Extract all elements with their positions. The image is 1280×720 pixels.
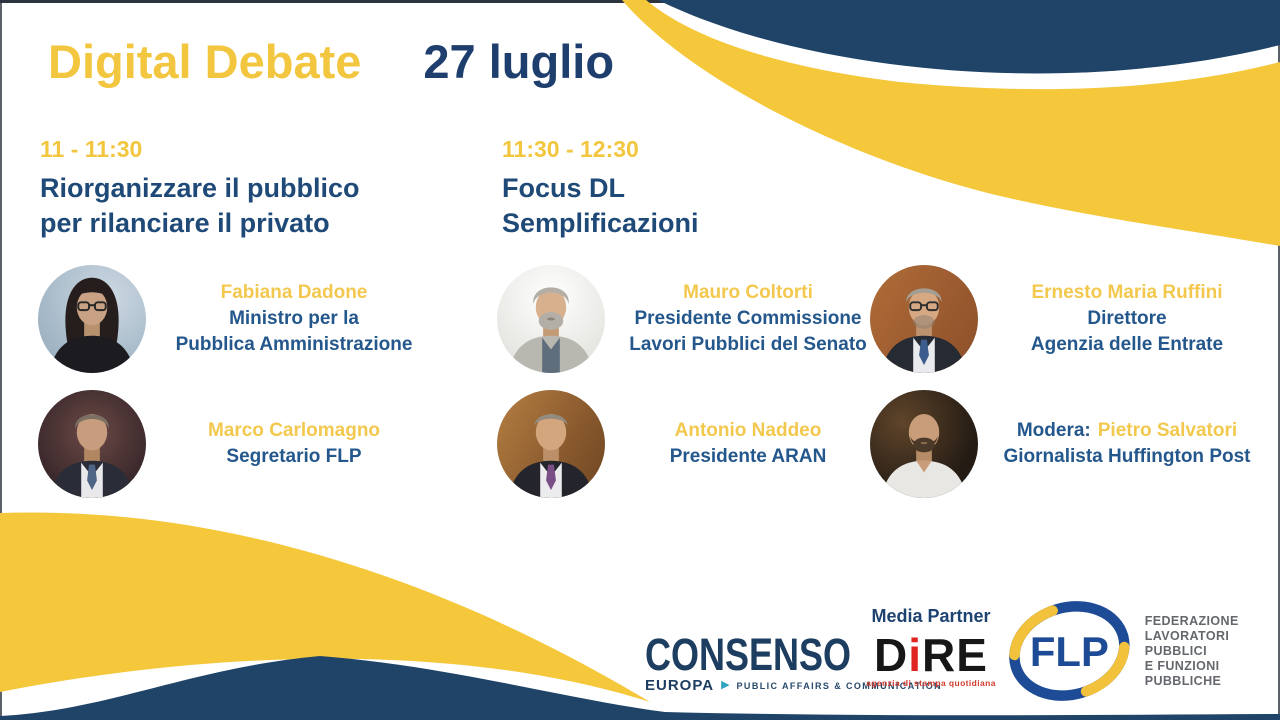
- bottom-navy-swoosh: [0, 656, 1280, 720]
- speaker-role: Presidente ARAN: [669, 446, 827, 467]
- speaker-name: Marco Carlomagno: [207, 420, 381, 441]
- speaker-photo: [870, 265, 978, 373]
- dire-tagline: agenzia di stampa quotidiana: [866, 678, 996, 688]
- top-right-yellow-swoosh: [622, 0, 1280, 246]
- session-title: Riorganizzare il pubblico per rilanciare…: [40, 173, 360, 238]
- media-partner-block: Media Partner DiRE agenzia di stampa quo…: [856, 606, 1006, 688]
- person-avatar-icon: [49, 414, 135, 498]
- speaker-role: Lavori Pubblici del Senato: [629, 334, 867, 355]
- session-block-1: 11 - 11:30 Riorganizzare il pubblico per…: [40, 136, 360, 241]
- speaker-card: Fabiana Dadone Ministro per la Pubblica …: [38, 263, 436, 375]
- speaker-photo: [497, 265, 605, 373]
- session-time: 11 - 11:30: [40, 136, 143, 162]
- consenso-wordmark: CONSENSO: [645, 629, 852, 680]
- flp-logo-icon: FLP: [1009, 601, 1130, 701]
- speaker-name: Antonio Naddeo: [674, 420, 822, 441]
- consenso-europa-logo: CONSENSO EUROPA ▶ PUBLIC AFFAIRS & COMMU…: [645, 629, 943, 694]
- speaker-photo: [38, 265, 146, 373]
- flp-logo-block: FLP FEDERAZIONE LAVORATORI PUBBLICI E FU…: [1004, 590, 1280, 712]
- media-partner-label: Media Partner: [871, 606, 991, 626]
- person-avatar-icon: [49, 277, 135, 373]
- speaker-card: Marco Carlomagno Segretario FLP: [38, 388, 436, 500]
- speaker-photo: [870, 390, 978, 498]
- speaker-role: Pubblica Amministrazione: [175, 334, 413, 355]
- session-block-2: 11:30 - 12:30 Focus DL Semplificazioni: [502, 136, 699, 241]
- person-avatar-icon: [881, 414, 967, 498]
- speaker-role: Segretario FLP: [226, 446, 362, 467]
- speaker-role: Direttore: [1087, 308, 1167, 329]
- speaker-name: Ernesto Maria Ruffini: [1031, 282, 1223, 303]
- top-right-navy-swoosh: [658, 0, 1280, 74]
- person-avatar-icon: [508, 287, 594, 373]
- speaker-role: Ministro per la: [229, 308, 359, 329]
- speaker-card: Ernesto Maria Ruffini Direttore Agenzia …: [870, 263, 1270, 375]
- consenso-europa-label: EUROPA: [645, 677, 715, 694]
- dire-logo: DiRE: [874, 629, 988, 681]
- event-date: 27 luglio: [423, 35, 615, 88]
- person-avatar-icon: [508, 414, 594, 498]
- flp-federation-text: FEDERAZIONE LAVORATORI PUBBLICI E FUNZIO…: [1144, 613, 1239, 688]
- speaker-photo: [497, 390, 605, 498]
- speaker-card: Mauro Coltorti Presidente Commissione La…: [497, 263, 885, 375]
- speaker-role: Giornalista Huffington Post: [1003, 446, 1251, 467]
- speaker-name: Modera: Pietro Salvatori: [1016, 420, 1238, 441]
- speaker-role: Agenzia delle Entrate: [1030, 334, 1224, 355]
- session-title: Focus DL Semplificazioni: [502, 173, 699, 238]
- flp-acronym: FLP: [1030, 628, 1109, 675]
- speaker-photo: [38, 390, 146, 498]
- moderator-prefix: Modera:: [1016, 420, 1091, 441]
- speaker-card: Modera: Pietro Salvatori Giornalista Huff…: [870, 388, 1270, 500]
- poster-header: Digital Debate 27 luglio: [48, 34, 614, 89]
- speaker-name: Mauro Coltorti: [683, 282, 813, 303]
- speaker-role: Presidente Commissione: [634, 308, 862, 329]
- event-title: Digital Debate: [48, 35, 362, 88]
- speaker-name: Fabiana Dadone: [220, 282, 368, 303]
- speaker-card: Antonio Naddeo Presidente ARAN: [497, 388, 885, 500]
- person-avatar-icon: [881, 288, 967, 373]
- bottom-left-yellow-swoosh: [0, 512, 650, 702]
- play-triangle-icon: ▶: [721, 679, 730, 691]
- consenso-tagline: PUBLIC AFFAIRS & COMMUNICATION: [736, 680, 943, 691]
- session-time: 11:30 - 12:30: [502, 136, 639, 162]
